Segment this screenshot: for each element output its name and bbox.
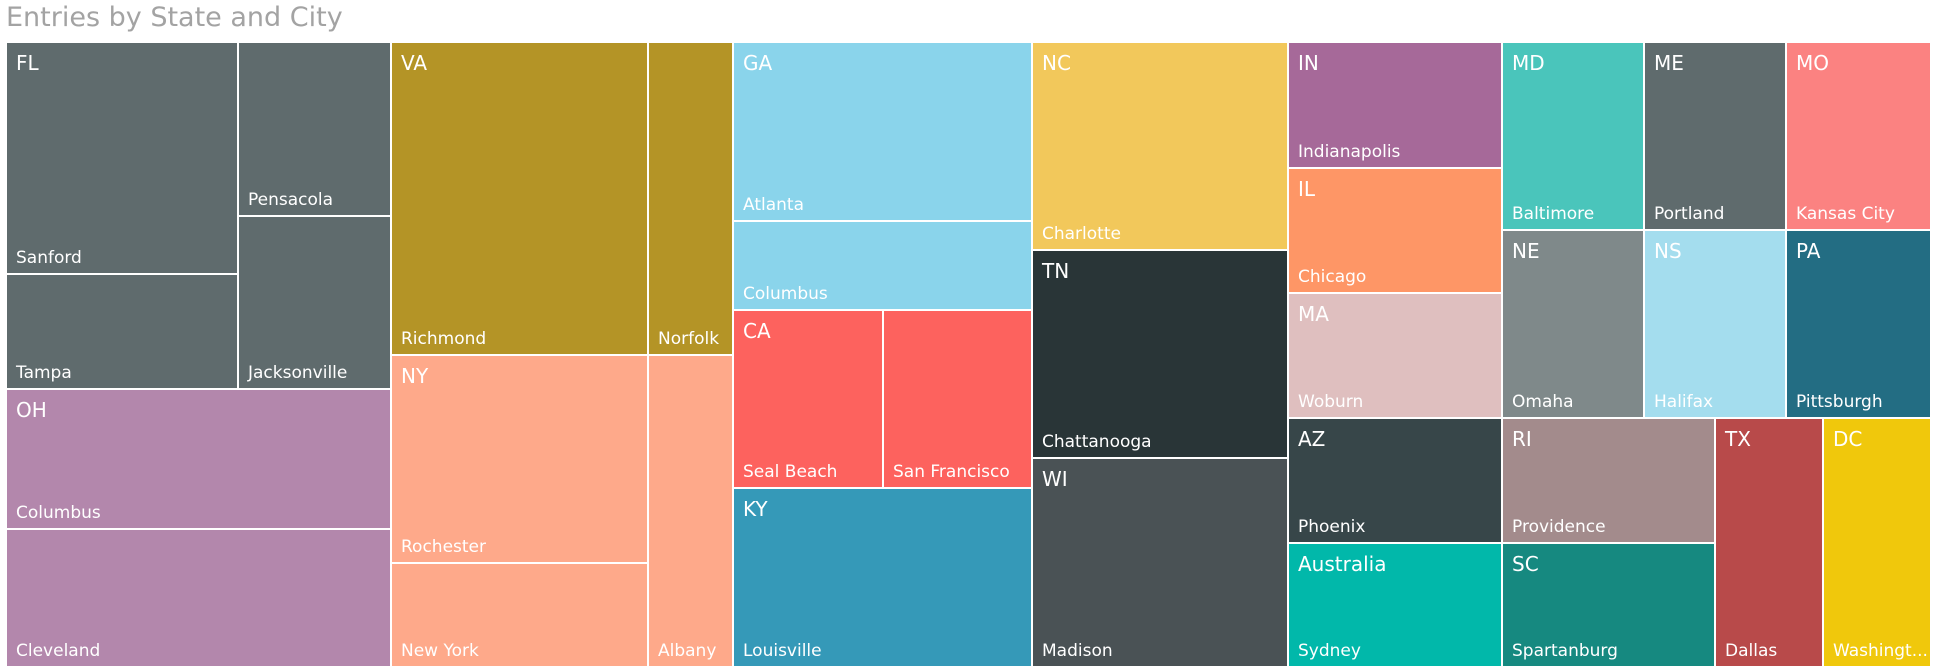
treemap-cell-pa-pittsburgh[interactable]: PA Pittsburgh: [1786, 230, 1931, 418]
treemap-cell-me-portland[interactable]: ME Portland: [1644, 42, 1786, 230]
state-label-tx: TX: [1725, 427, 1751, 451]
treemap-cell-il-chicago[interactable]: IL Chicago: [1288, 168, 1502, 293]
city-label-atlanta: Atlanta: [743, 195, 804, 215]
state-label-ns: NS: [1654, 239, 1682, 263]
state-label-ga: GA: [743, 51, 773, 75]
state-label-tn: TN: [1042, 259, 1070, 283]
city-label-sanford: Sanford: [16, 248, 82, 268]
city-label-chicago: Chicago: [1298, 267, 1367, 287]
treemap-cell-ny-albany[interactable]: Albany: [648, 355, 733, 667]
city-label-new-york: New York: [401, 641, 479, 661]
state-label-dc: DC: [1833, 427, 1863, 451]
treemap-cell-tn-chattanooga[interactable]: TN Chattanooga: [1032, 250, 1288, 458]
city-label-louisville: Louisville: [743, 641, 822, 661]
state-label-nc: NC: [1042, 51, 1071, 75]
city-label-providence: Providence: [1512, 517, 1606, 537]
state-label-me: ME: [1654, 51, 1684, 75]
state-label-pa: PA: [1796, 239, 1821, 263]
state-label-va: VA: [401, 51, 428, 75]
treemap-cell-nc-charlotte[interactable]: NC Charlotte: [1032, 42, 1288, 250]
state-label-ne: NE: [1512, 239, 1540, 263]
treemap-cell-va-richmond[interactable]: VA Richmond: [391, 42, 648, 355]
state-label-md: MD: [1512, 51, 1545, 75]
treemap-cell-ny-rochester[interactable]: NY Rochester: [391, 355, 648, 563]
city-label-charlotte: Charlotte: [1042, 224, 1121, 244]
city-label-woburn: Woburn: [1298, 392, 1364, 412]
city-label-cleveland: Cleveland: [16, 641, 101, 661]
state-label-australia: Australia: [1298, 552, 1387, 576]
city-label-pensacola: Pensacola: [248, 190, 334, 210]
city-label-albany: Albany: [658, 641, 717, 661]
city-label-tampa: Tampa: [16, 363, 72, 383]
city-label-norfolk: Norfolk: [658, 329, 720, 349]
treemap-cell-dc-washingt[interactable]: DC Washingt...: [1823, 418, 1931, 667]
city-label-spartanburg: Spartanburg: [1512, 641, 1618, 661]
city-label-chattanooga: Chattanooga: [1042, 432, 1152, 452]
city-label-kansas-city: Kansas City: [1796, 204, 1895, 224]
treemap-cell-mo-kansas-city[interactable]: MO Kansas City: [1786, 42, 1931, 230]
state-label-ma: MA: [1298, 302, 1329, 326]
city-label-rochester: Rochester: [401, 537, 486, 557]
city-label-phoenix: Phoenix: [1298, 517, 1366, 537]
state-label-ri: RI: [1512, 427, 1532, 451]
city-label-indianapolis: Indianapolis: [1298, 142, 1401, 162]
treemap-cell-oh-columbus[interactable]: OH Columbus: [6, 389, 391, 529]
treemap-cell-ga-atlanta[interactable]: GA Atlanta: [733, 42, 1032, 221]
state-label-ky: KY: [743, 497, 768, 521]
city-label-seal-beach: Seal Beach: [743, 462, 838, 482]
treemap-cell-md-baltimore[interactable]: MD Baltimore: [1502, 42, 1644, 230]
treemap-cell-in-indianapolis[interactable]: IN Indianapolis: [1288, 42, 1502, 168]
city-label-san-francisco: San Francisco: [893, 462, 1010, 482]
treemap-cell-ny-new-york[interactable]: New York: [391, 563, 648, 667]
treemap-cell-ri-providence[interactable]: RI Providence: [1502, 418, 1715, 543]
city-label-dallas: Dallas: [1725, 641, 1778, 661]
state-label-sc: SC: [1512, 552, 1539, 576]
city-label-pittsburgh: Pittsburgh: [1796, 392, 1883, 412]
state-label-il: IL: [1298, 177, 1316, 201]
state-label-in: IN: [1298, 51, 1319, 75]
city-label-baltimore: Baltimore: [1512, 204, 1595, 224]
treemap-cell-wi-madison[interactable]: WI Madison: [1032, 458, 1288, 667]
treemap-cell-fl-jacksonville[interactable]: Jacksonville: [238, 216, 391, 389]
city-label-columbus: Columbus: [16, 503, 101, 523]
treemap-cell-ca-san-francisco[interactable]: San Francisco: [883, 310, 1032, 488]
city-label-washingt: Washingt...: [1833, 641, 1928, 661]
state-label-az: AZ: [1298, 427, 1326, 451]
treemap-cell-sc-spartanburg[interactable]: SC Spartanburg: [1502, 543, 1715, 667]
city-label-madison: Madison: [1042, 641, 1113, 661]
treemap-cell-ky-louisville[interactable]: KY Louisville: [733, 488, 1032, 667]
treemap-cell-fl-pensacola[interactable]: Pensacola: [238, 42, 391, 216]
chart-title: Entries by State and City: [6, 2, 343, 33]
state-label-ny: NY: [401, 364, 429, 388]
city-label-omaha: Omaha: [1512, 392, 1574, 412]
treemap-cell-tx-dallas[interactable]: TX Dallas: [1715, 418, 1823, 667]
state-label-oh: OH: [16, 398, 47, 422]
city-label-jacksonville: Jacksonville: [248, 363, 348, 383]
state-label-fl: FL: [16, 51, 39, 75]
treemap-cell-fl-tampa[interactable]: Tampa: [6, 274, 238, 389]
treemap-cell-ma-woburn[interactable]: MA Woburn: [1288, 293, 1502, 418]
treemap-cell-fl-sanford[interactable]: FL Sanford: [6, 42, 238, 274]
treemap-cell-oh-cleveland[interactable]: Cleveland: [6, 529, 391, 667]
treemap-cell-ns-halifax[interactable]: NS Halifax: [1644, 230, 1786, 418]
treemap-cell-ne-omaha[interactable]: NE Omaha: [1502, 230, 1644, 418]
treemap-cell-az-phoenix[interactable]: AZ Phoenix: [1288, 418, 1502, 543]
city-label-halifax: Halifax: [1654, 392, 1714, 412]
treemap-cell-ga-columbus[interactable]: Columbus: [733, 221, 1032, 310]
city-label-portland: Portland: [1654, 204, 1725, 224]
state-label-wi: WI: [1042, 467, 1068, 491]
city-label-sydney: Sydney: [1298, 641, 1361, 661]
city-label-richmond: Richmond: [401, 329, 487, 349]
treemap-cell-australia-sydney[interactable]: Australia Sydney: [1288, 543, 1502, 667]
treemap-cell-ca-seal-beach[interactable]: CA Seal Beach: [733, 310, 883, 488]
state-label-mo: MO: [1796, 51, 1829, 75]
state-label-ca: CA: [743, 319, 771, 343]
city-label-columbus: Columbus: [743, 284, 828, 304]
treemap-cell-va-norfolk[interactable]: Norfolk: [648, 42, 733, 355]
